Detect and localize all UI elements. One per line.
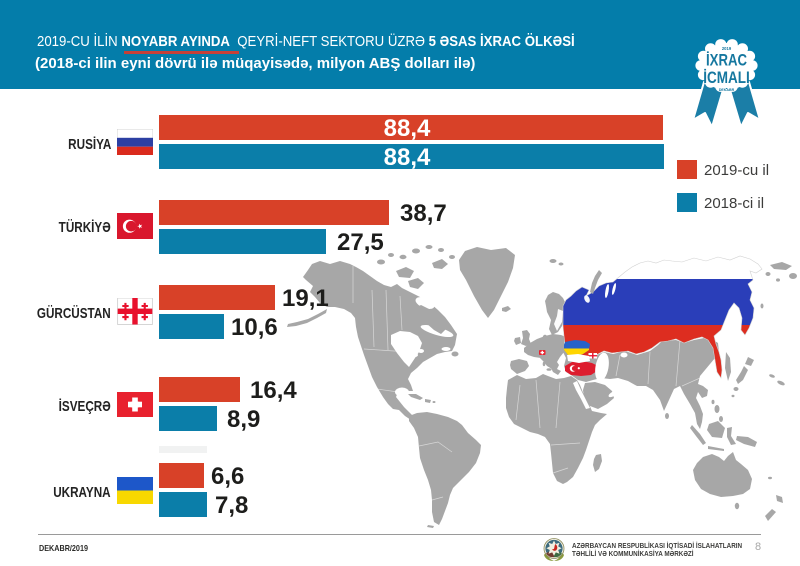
svg-text:İXRAC: İXRAC [706, 51, 747, 70]
svg-text:İCMALI: İCMALI [703, 68, 750, 87]
svg-text:DEKABR: DEKABR [719, 88, 735, 92]
svg-text:2019: 2019 [722, 46, 732, 51]
